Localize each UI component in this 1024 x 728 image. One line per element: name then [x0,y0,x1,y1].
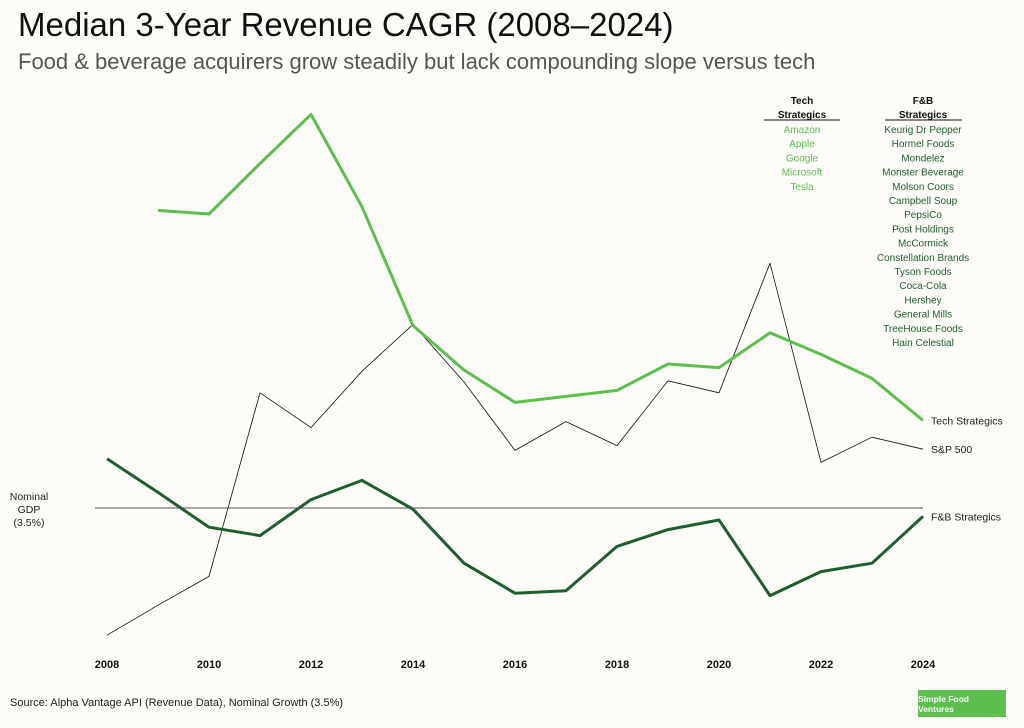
brand-badge[interactable]: Simple Food Ventures [918,690,1006,717]
legend-fb-item: McCormick [898,239,949,250]
legend-fb-item: Constellation Brands [877,253,969,264]
series-end-label: S&P 500 [931,444,972,456]
legend-fb-item: Tyson Foods [894,267,951,278]
legend-fb-item: Post Holdings [892,224,954,235]
series-line-s-p-500 [106,262,924,636]
nominal-gdp-label: GDP [18,504,41,516]
legend-tech-item: Apple [789,139,815,150]
legend-fb-item: Campbell Soup [889,196,958,207]
x-tick-label: 2014 [401,659,426,671]
x-tick-label: 2010 [197,659,221,671]
legend-fb-item: Mondelez [901,153,944,164]
legend-fb-item: Hormel Foods [892,139,955,150]
x-tick-label: 2008 [95,659,119,671]
legend-fb-item: General Mills [894,310,952,321]
legend-tech-item: Google [786,153,819,164]
legend-tech-item: Tesla [790,182,814,193]
x-tick-label: 2020 [707,659,731,671]
x-tick-label: 2022 [809,659,833,671]
legend-tech-header: Strategics [778,110,827,121]
legend-fb-item: Hain Celestial [892,338,954,349]
source-note: Source: Alpha Vantage API (Revenue Data)… [10,697,344,709]
x-tick-label: 2012 [299,659,323,671]
legend-fb-item: Keurig Dr Pepper [884,125,962,136]
legend-fb-item: TreeHouse Foods [883,324,963,335]
legend-fb-item: Hershey [904,295,941,306]
chart-title: Median 3-Year Revenue CAGR (2008–2024) [18,6,674,43]
nominal-gdp-label: Nominal [10,491,49,503]
x-tick-label: 2024 [911,659,936,671]
series-end-label: F&B Strategics [931,511,1001,523]
legend-fb-item: PepsiCo [904,210,942,221]
series-line-tech-strategics [157,112,924,422]
legend-fb-item: Coca-Cola [899,281,947,292]
legend-tech-item: Amazon [784,125,821,136]
legend-fb-header: F&B [913,96,934,107]
legend-fb-header: Strategics [899,110,948,121]
series-line-f-b-strategics [106,457,925,598]
legend-tech-item: Microsoft [782,168,823,179]
x-tick-label: 2018 [605,659,629,671]
x-tick-label: 2016 [503,659,527,671]
series-end-label: Tech Strategics [931,415,1003,427]
nominal-gdp-label: (3.5%) [14,517,45,529]
legend-fb-item: Molson Coors [892,182,954,193]
chart-subtitle: Food & beverage acquirers grow steadily … [18,49,816,74]
legend-fb-item: Monster Beverage [882,168,964,179]
legend-tech-header: Tech [791,96,814,107]
